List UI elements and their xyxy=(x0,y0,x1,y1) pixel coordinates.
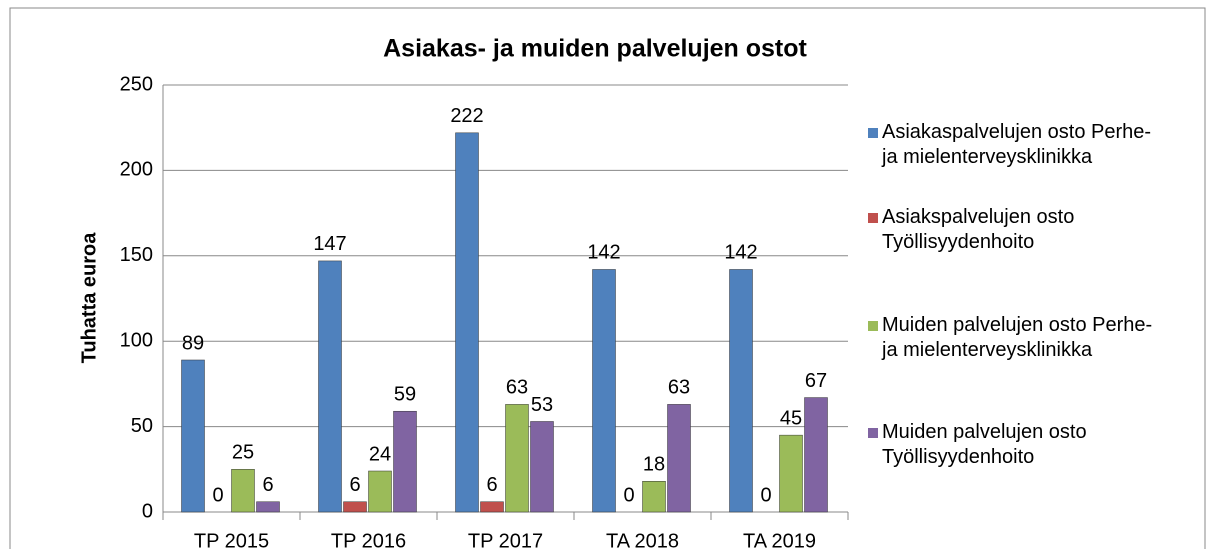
x-tick-label: TP 2017 xyxy=(468,530,543,549)
bar xyxy=(455,132,479,513)
bar xyxy=(729,269,753,513)
x-tick-label: TP 2015 xyxy=(194,530,269,549)
y-axis-label: Tuhatta euroa xyxy=(78,232,100,364)
bar xyxy=(368,470,392,513)
legend-swatch xyxy=(868,213,878,223)
data-label: 18 xyxy=(643,454,665,476)
chart-border xyxy=(9,7,1206,549)
bar xyxy=(530,421,554,513)
bar xyxy=(231,469,255,513)
data-label: 53 xyxy=(531,394,553,416)
legend-label: Asiakaspalvelujen osto Perhe- ja mielent… xyxy=(882,121,1152,168)
data-label: 89 xyxy=(182,332,204,354)
data-label: 6 xyxy=(486,474,497,496)
data-label: 147 xyxy=(313,233,346,255)
legend-item: Asiakspalvelujen osto Työllisyydenhoito xyxy=(868,205,1168,255)
legend-label: Asiakspalvelujen osto Työllisyydenhoito xyxy=(882,206,1075,253)
y-tick-label: 250 xyxy=(120,73,153,95)
bar xyxy=(393,410,417,513)
data-label: 0 xyxy=(212,484,223,506)
data-label: 222 xyxy=(450,105,483,127)
x-tick-label: TA 2018 xyxy=(606,530,679,549)
legend-label: Muiden palvelujen osto Työllisyydenhoito xyxy=(882,421,1087,468)
y-tick-label: 200 xyxy=(120,159,153,181)
y-tick-label: 100 xyxy=(120,329,153,351)
data-label: 59 xyxy=(394,384,416,406)
data-label: 142 xyxy=(724,242,757,264)
data-label: 0 xyxy=(623,484,634,506)
bar xyxy=(642,481,666,513)
data-label: 63 xyxy=(668,377,690,399)
data-label: 45 xyxy=(780,407,802,429)
y-tick-label: 0 xyxy=(142,500,153,522)
bar xyxy=(505,404,529,513)
x-tick-label: TA 2019 xyxy=(743,530,816,549)
legend-label: Muiden palvelujen osto Perhe- ja mielent… xyxy=(882,314,1153,361)
legend-swatch xyxy=(868,128,878,138)
legend-swatch xyxy=(868,321,878,331)
data-label: 63 xyxy=(506,377,528,399)
bar xyxy=(318,260,342,513)
y-tick-label: 50 xyxy=(131,415,153,437)
y-tick-label: 150 xyxy=(120,244,153,266)
bar xyxy=(779,434,803,513)
data-label: 67 xyxy=(805,370,827,392)
bar xyxy=(480,501,504,513)
legend-item: Muiden palvelujen osto Perhe- ja mielent… xyxy=(868,313,1168,363)
legend-item: Asiakaspalvelujen osto Perhe- ja mielent… xyxy=(868,120,1168,170)
legend-swatch xyxy=(868,428,878,438)
data-label: 142 xyxy=(587,242,620,264)
data-label: 24 xyxy=(369,443,391,465)
bar xyxy=(667,404,691,513)
bar xyxy=(804,397,828,513)
data-label: 25 xyxy=(232,442,254,464)
data-label: 6 xyxy=(262,474,273,496)
x-tick-label: TP 2016 xyxy=(331,530,406,549)
bar xyxy=(181,359,205,513)
data-label: 6 xyxy=(349,474,360,496)
data-label: 0 xyxy=(760,484,771,506)
bar xyxy=(256,501,280,513)
chart-title: Asiakas- ja muiden palvelujen ostot xyxy=(383,35,807,63)
bar xyxy=(343,501,367,513)
legend-item: Muiden palvelujen osto Työllisyydenhoito xyxy=(868,420,1168,470)
bar xyxy=(592,269,616,513)
